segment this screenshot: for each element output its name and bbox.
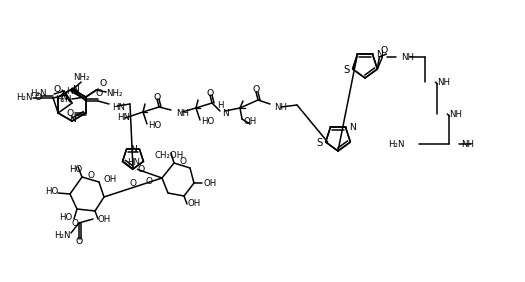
Text: S: S: [317, 138, 323, 148]
Text: OH: OH: [104, 175, 117, 184]
Text: NH: NH: [402, 52, 414, 61]
Text: O: O: [66, 109, 74, 118]
Text: CH₂OH: CH₂OH: [154, 151, 184, 160]
Text: O: O: [76, 237, 82, 246]
Text: H₂N: H₂N: [55, 230, 71, 239]
Text: NH: NH: [176, 109, 189, 118]
Text: H₂N: H₂N: [388, 140, 404, 149]
Text: N: N: [376, 50, 383, 59]
Text: O: O: [153, 92, 161, 102]
Text: OH: OH: [243, 116, 256, 125]
Text: NH₂: NH₂: [106, 89, 123, 98]
Text: O: O: [35, 94, 42, 102]
Text: HO: HO: [201, 118, 214, 127]
Text: NH₂: NH₂: [73, 72, 89, 81]
Text: OH: OH: [187, 199, 200, 208]
Text: H₂N: H₂N: [16, 94, 32, 102]
Text: O: O: [253, 85, 260, 94]
Text: H₂N: H₂N: [56, 94, 72, 103]
Text: O: O: [180, 157, 186, 166]
Text: O: O: [88, 171, 95, 180]
Text: O: O: [99, 78, 107, 87]
Text: HN: HN: [112, 102, 125, 111]
Text: O: O: [381, 45, 388, 54]
Text: HO: HO: [59, 213, 72, 221]
Text: NH: NH: [449, 109, 463, 118]
Text: N: N: [130, 145, 137, 154]
Text: NH: NH: [461, 140, 475, 149]
Text: N: N: [222, 109, 229, 118]
Text: NH: NH: [274, 103, 287, 113]
Text: HN: HN: [117, 113, 130, 122]
Text: O: O: [96, 89, 102, 98]
Text: N: N: [60, 94, 67, 102]
Text: O: O: [130, 179, 137, 188]
Text: OH: OH: [98, 215, 111, 224]
Text: H₂N: H₂N: [29, 89, 46, 98]
Text: HN: HN: [128, 158, 141, 167]
Text: OH: OH: [204, 179, 217, 188]
Text: O: O: [72, 219, 79, 228]
Text: N: N: [72, 85, 79, 94]
Text: HO: HO: [148, 122, 161, 131]
Text: H: H: [217, 100, 223, 109]
Text: O: O: [145, 177, 152, 186]
Text: HO: HO: [69, 164, 82, 173]
Text: H: H: [66, 87, 72, 96]
Text: O: O: [54, 85, 61, 94]
Text: N: N: [69, 116, 77, 124]
Text: O: O: [206, 89, 214, 98]
Text: N: N: [349, 123, 355, 132]
Text: HO: HO: [45, 188, 58, 197]
Text: O: O: [138, 165, 145, 174]
Text: NH: NH: [437, 78, 450, 87]
Text: S: S: [343, 65, 350, 75]
